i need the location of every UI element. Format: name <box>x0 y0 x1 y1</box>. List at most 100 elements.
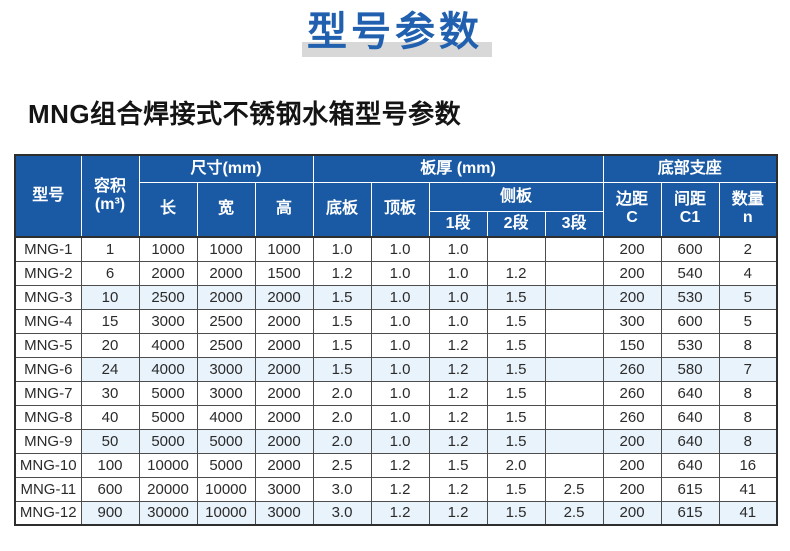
value-cell: 30 <box>80 380 140 406</box>
value-cell: 1.2 <box>428 404 488 430</box>
value-cell: 2000 <box>254 356 314 382</box>
model-cell: MNG-2 <box>14 260 82 286</box>
col-header-edge-c: 边距 C <box>602 181 662 238</box>
value-cell: 2000 <box>254 332 314 358</box>
value-cell: 1.2 <box>428 380 488 406</box>
value-cell: 1.0 <box>370 404 430 430</box>
value-cell: 260 <box>602 356 662 382</box>
value-cell: 1.5 <box>312 356 372 382</box>
value-cell: 8 <box>718 380 778 406</box>
value-cell <box>544 380 604 406</box>
value-cell: 2000 <box>254 380 314 406</box>
value-cell: 4000 <box>138 356 198 382</box>
value-cell: 6 <box>80 260 140 286</box>
value-cell: 3000 <box>196 380 256 406</box>
table-row: MNG-11 600 20000 10000 3000 3.0 1.2 1.2 1.5 2.5 20… <box>14 476 778 502</box>
value-cell: 1.5 <box>312 332 372 358</box>
value-cell: 20 <box>80 332 140 358</box>
value-cell: 15 <box>80 308 140 334</box>
value-cell: 1.5 <box>486 428 546 454</box>
title-highlight-bar <box>302 42 492 57</box>
value-cell: 1.2 <box>312 260 372 286</box>
value-cell: 2500 <box>196 308 256 334</box>
value-cell: 3000 <box>254 500 314 526</box>
value-cell: 150 <box>602 332 662 358</box>
col-header-volume-line1: 容积 <box>93 177 126 195</box>
value-cell: 2500 <box>196 332 256 358</box>
value-cell: 1.2 <box>486 260 546 286</box>
value-cell: 1000 <box>138 236 198 262</box>
value-cell: 640 <box>660 380 720 406</box>
value-cell: 1.0 <box>370 380 430 406</box>
value-cell: 615 <box>660 476 720 502</box>
value-cell: 1.2 <box>428 476 488 502</box>
title-row: 型号参数 <box>0 0 790 57</box>
value-cell: 530 <box>660 332 720 358</box>
value-cell: 2500 <box>138 284 198 310</box>
value-cell <box>544 332 604 358</box>
value-cell: 2000 <box>254 308 314 334</box>
value-cell: 2000 <box>254 428 314 454</box>
value-cell: 530 <box>660 284 720 310</box>
value-cell: 3000 <box>254 476 314 502</box>
value-cell: 20000 <box>138 476 198 502</box>
value-cell: 1.0 <box>370 236 430 262</box>
value-cell: 1.5 <box>486 284 546 310</box>
value-cell: 1.0 <box>428 284 488 310</box>
group-header-support: 底部支座 <box>602 154 778 183</box>
value-cell: 640 <box>660 428 720 454</box>
table-row: MNG-8 40 5000 4000 2000 2.0 1.0 1.2 1.5 260 640 8 <box>14 404 778 430</box>
value-cell: 1000 <box>196 236 256 262</box>
value-cell: 1.2 <box>428 500 488 526</box>
value-cell: 200 <box>602 476 662 502</box>
value-cell: 1.2 <box>370 452 430 478</box>
value-cell: 2.0 <box>486 452 546 478</box>
value-cell: 1.2 <box>370 500 430 526</box>
col-header-qty-n: 数量 n <box>718 181 778 238</box>
col-header-edge-line2: C <box>626 209 638 227</box>
col-header-volume: 容积 (m³) <box>80 154 140 238</box>
table-row: MNG-12 900 30000 10000 3000 3.0 1.2 1.2 1.5 2.5 20… <box>14 500 778 526</box>
value-cell: 600 <box>660 236 720 262</box>
value-cell: 24 <box>80 356 140 382</box>
value-cell: 2.5 <box>312 452 372 478</box>
value-cell: 600 <box>660 308 720 334</box>
value-cell: 2000 <box>254 404 314 430</box>
value-cell: 2000 <box>254 284 314 310</box>
value-cell: 5 <box>718 308 778 334</box>
table-row: MNG-9 50 5000 5000 2000 2.0 1.0 1.2 1.5 200 640 8 <box>14 428 778 454</box>
table-row: MNG-2 6 2000 2000 1500 1.2 1.0 1.0 1.2 200 540 4 <box>14 260 778 286</box>
value-cell: 1.5 <box>486 476 546 502</box>
value-cell: 5000 <box>138 428 198 454</box>
value-cell: 1.0 <box>312 236 372 262</box>
value-cell: 260 <box>602 380 662 406</box>
col-header-bottom-plate: 底板 <box>312 181 372 238</box>
value-cell <box>544 308 604 334</box>
value-cell: 100 <box>80 452 140 478</box>
value-cell: 200 <box>602 428 662 454</box>
value-cell: 8 <box>718 404 778 430</box>
value-cell <box>486 236 546 262</box>
spec-table-body: MNG-1 1 1000 1000 1000 1.0 1.0 1.0 200 600 2 MNG-2 6… <box>14 236 778 526</box>
value-cell: 640 <box>660 404 720 430</box>
value-cell: 3.0 <box>312 476 372 502</box>
col-header-spacing-line1: 间距 <box>674 190 707 208</box>
table-row: MNG-4 15 3000 2500 2000 1.5 1.0 1.0 1.5 300 600 5 <box>14 308 778 334</box>
table-row: MNG-1 1 1000 1000 1000 1.0 1.0 1.0 200 600 2 <box>14 236 778 262</box>
col-header-height: 高 <box>254 181 314 238</box>
value-cell: 40 <box>80 404 140 430</box>
value-cell: 1.5 <box>486 500 546 526</box>
value-cell: 2.5 <box>544 500 604 526</box>
value-cell: 3000 <box>138 308 198 334</box>
value-cell <box>544 236 604 262</box>
value-cell: 5 <box>718 284 778 310</box>
value-cell: 200 <box>602 260 662 286</box>
value-cell <box>544 404 604 430</box>
value-cell: 1.5 <box>486 380 546 406</box>
value-cell: 200 <box>602 236 662 262</box>
page-title: 型号参数 <box>307 10 483 54</box>
spec-table-header: 型号 容积 (m³) 尺寸(mm) 板厚 (mm) 底部支座 长 宽 高 底板 … <box>14 154 778 238</box>
value-cell: 1.0 <box>370 332 430 358</box>
value-cell: 4 <box>718 260 778 286</box>
col-header-seg1: 1段 <box>428 210 488 238</box>
